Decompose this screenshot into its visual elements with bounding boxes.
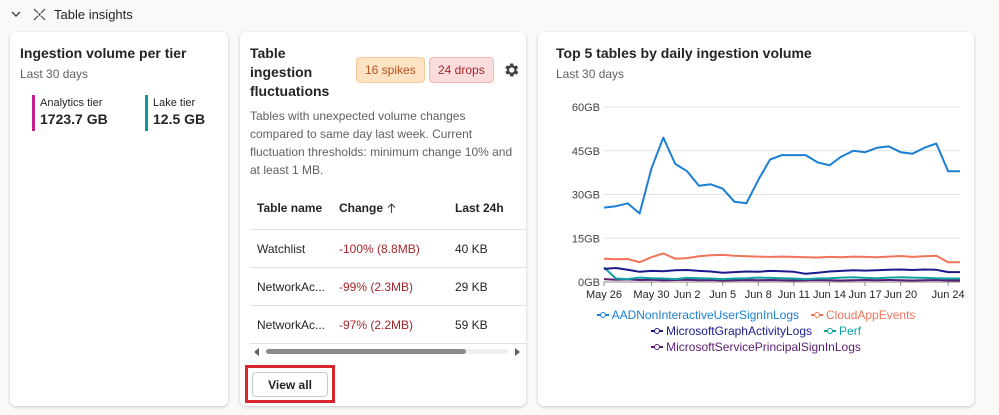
top-tables-card: Top 5 tables by daily ingestion volume L… [538, 32, 974, 406]
section-header: Table insights [8, 4, 133, 24]
section-title: Table insights [54, 6, 133, 22]
y-tick-label: 15GB [572, 233, 600, 245]
x-tick-label: Jun 20 [884, 289, 917, 301]
legend-label: CloudAppEvents [826, 308, 916, 322]
last24h-cell: 29 KB [455, 279, 488, 294]
legend-item[interactable]: MicrosoftServicePrincipalSignInLogs [651, 340, 861, 354]
legend-item[interactable]: Perf [824, 324, 861, 338]
x-tick-label: Jun 2 [674, 289, 701, 301]
series-line [603, 136, 960, 215]
tier-value: 12.5 GB [153, 111, 206, 127]
tier-label: Lake tier [153, 97, 196, 109]
change-cell: -99% (2.3MB) [339, 279, 414, 294]
x-tick-label: Jun 17 [849, 289, 882, 301]
spikes-badge: 16 spikes [356, 57, 425, 83]
fluctuations-table: Table name Change Last 24h Watchlist -10… [250, 187, 526, 344]
view-all-button[interactable]: View all [252, 372, 328, 397]
tier-label: Analytics tier [40, 97, 103, 109]
tier-color-bar [32, 95, 35, 131]
tier-value: 1723.7 GB [40, 111, 108, 127]
legend-label: MicrosoftGraphActivityLogs [665, 324, 813, 338]
legend-marker-icon [596, 311, 609, 319]
legend-marker-icon [811, 311, 824, 319]
card-title: Top 5 tables by daily ingestion volume [556, 45, 812, 61]
last24h-cell: 40 KB [455, 241, 488, 256]
legend-item[interactable]: MicrosoftGraphActivityLogs [650, 324, 813, 338]
change-cell: -100% (8.8MB) [339, 241, 420, 256]
legend-row: MicrosoftGraphActivityLogs Perf [538, 323, 974, 339]
series-line [603, 267, 960, 275]
x-tick-label: Jun 24 [932, 289, 965, 301]
insights-icon [32, 7, 46, 21]
ingestion-volume-card: Ingestion volume per tier Last 30 days A… [10, 32, 228, 406]
chart-legend: AADNonInteractiveUserSignInLogs CloudAppE… [538, 307, 974, 355]
fluctuations-description: Tables with unexpected volume changes co… [250, 109, 513, 177]
legend-marker-icon [650, 327, 663, 335]
legend-label: Perf [839, 324, 862, 338]
highlight-box: View all [245, 365, 335, 403]
analytics-tier: Analytics tier 1723.7 GB [32, 95, 108, 131]
legend-item[interactable]: CloudAppEvents [811, 308, 915, 322]
x-tick-label: Jun 5 [709, 289, 736, 301]
y-tick-label: 0GB [578, 277, 600, 289]
x-tick-label: Jun 14 [813, 289, 846, 301]
series-line [603, 278, 960, 282]
column-header-label: Change [339, 201, 384, 215]
gear-icon[interactable] [502, 61, 520, 79]
series-line [603, 252, 960, 264]
drops-badge: 24 drops [429, 57, 494, 83]
series-line [603, 266, 960, 281]
last24h-cell: 59 KB [455, 317, 488, 332]
x-tick-label: Jun 11 [778, 289, 810, 301]
column-header[interactable]: Last 24h [455, 201, 504, 215]
legend-marker-icon [651, 343, 664, 351]
card-title: Table ingestion fluctuations [250, 45, 330, 99]
y-tick-label: 60GB [572, 102, 600, 114]
y-tick-label: 45GB [572, 146, 600, 158]
scroll-thumb[interactable] [266, 349, 466, 354]
x-tick-label: May 26 [586, 289, 622, 301]
legend-row: MicrosoftServicePrincipalSignInLogs [538, 339, 974, 355]
legend-marker-icon [824, 327, 837, 335]
legend-row: AADNonInteractiveUserSignInLogs CloudAppE… [538, 307, 974, 323]
legend-label: MicrosoftServicePrincipalSignInLogs [666, 340, 861, 354]
horizontal-scrollbar[interactable] [254, 346, 520, 356]
x-tick-label: May 30 [633, 289, 669, 301]
lake-tier: Lake tier 12.5 GB [145, 95, 205, 131]
table-row[interactable]: NetworkAc... -97% (2.2MB) 59 KB [250, 306, 526, 344]
chevron-down-icon[interactable] [8, 6, 24, 22]
table-row[interactable]: Watchlist -100% (8.8MB) 40 KB [250, 230, 526, 268]
card-title: Ingestion volume per tier [20, 45, 187, 61]
change-cell: -97% (2.2MB) [339, 317, 414, 332]
table-name-cell: NetworkAc... [257, 279, 326, 294]
table-name-cell: Watchlist [257, 241, 306, 256]
table-name-cell: NetworkAc... [257, 317, 326, 332]
table-header: Table name Change Last 24h [250, 187, 526, 230]
tier-color-bar [145, 95, 148, 131]
ingestion-line-chart: 0GB 15GB 30GB 45GB 60GB May 26 May 30 Jun 2 Jun … [572, 102, 965, 301]
column-header[interactable]: Table name [257, 201, 323, 215]
legend-item[interactable]: AADNonInteractiveUserSignInLogs [596, 308, 800, 322]
card-subtitle: Last 30 days [556, 67, 625, 81]
x-tick-label: Jun 8 [745, 289, 772, 301]
table-row[interactable]: NetworkAc... -99% (2.3MB) 29 KB [250, 268, 526, 306]
card-subtitle: Last 30 days [20, 67, 89, 81]
scroll-left-icon[interactable] [254, 348, 259, 356]
scroll-right-icon[interactable] [515, 348, 520, 356]
legend-label: AADNonInteractiveUserSignInLogs [611, 308, 800, 322]
fluctuations-card: Table ingestion fluctuations 16 spikes 2… [240, 32, 526, 406]
column-header-sorted[interactable]: Change [332, 201, 448, 215]
sort-ascending-icon [387, 202, 396, 213]
y-tick-label: 30GB [572, 190, 600, 202]
